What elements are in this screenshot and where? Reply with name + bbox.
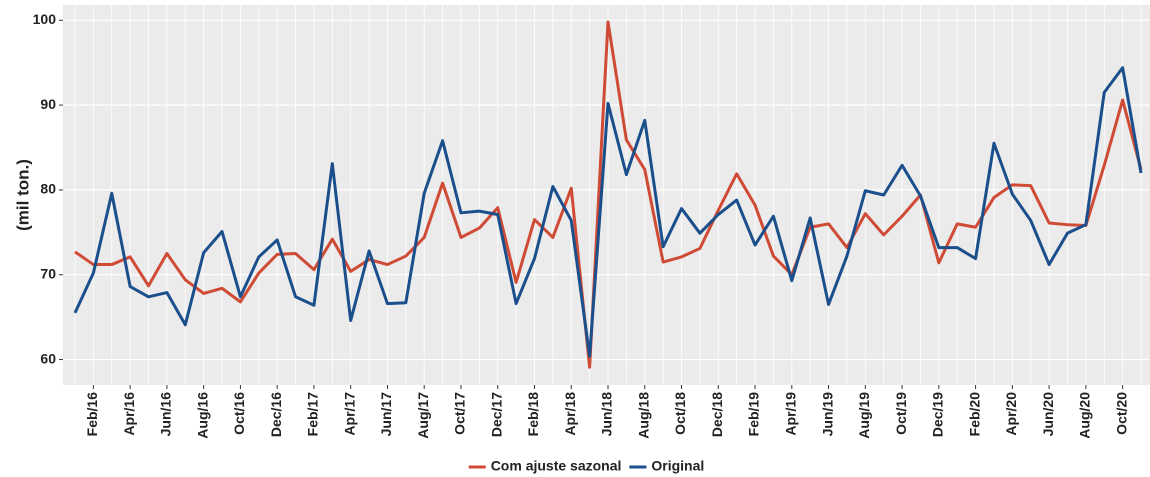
x-tick-label: Jun/17 xyxy=(378,392,394,437)
y-tick-label: 60 xyxy=(40,350,56,366)
x-tick-label: Apr/20 xyxy=(1003,392,1019,436)
x-tick-label: Feb/17 xyxy=(305,392,321,437)
x-tick-label: Aug/16 xyxy=(194,392,210,439)
legend-label: Com ajuste sazonal xyxy=(491,458,622,474)
x-tick-label: Oct/16 xyxy=(231,392,247,435)
y-tick-label: 90 xyxy=(40,96,56,112)
x-tick-label: Feb/20 xyxy=(966,392,982,437)
y-tick-label: 100 xyxy=(33,11,57,27)
x-tick-label: Jun/16 xyxy=(158,392,174,437)
series-line xyxy=(73,66,1143,358)
x-tick-label: Jun/20 xyxy=(1040,392,1056,437)
x-tick-label: Apr/19 xyxy=(782,392,798,436)
x-tick-label: Aug/18 xyxy=(635,392,651,439)
y-tick-label: 70 xyxy=(40,265,56,281)
x-tick-label: Dec/19 xyxy=(930,392,946,437)
series-line xyxy=(74,20,1143,369)
x-tick-label: Oct/20 xyxy=(1113,392,1129,435)
x-tick-label: Apr/16 xyxy=(121,392,137,436)
y-axis-title: (mil ton.) xyxy=(13,159,32,231)
x-tick-label: Feb/19 xyxy=(746,392,762,437)
x-tick-label: Feb/16 xyxy=(84,392,100,437)
x-tick-label: Aug/19 xyxy=(856,392,872,439)
x-tick-label: Aug/20 xyxy=(1077,392,1093,439)
y-tick-label: 80 xyxy=(40,181,56,197)
x-tick-label: Feb/18 xyxy=(525,392,541,437)
x-tick-label: Apr/17 xyxy=(341,392,357,436)
x-tick-label: Oct/17 xyxy=(452,392,468,435)
x-tick-label: Jun/19 xyxy=(819,392,835,437)
x-tick-label: Oct/18 xyxy=(672,392,688,435)
x-tick-label: Oct/19 xyxy=(893,392,909,435)
x-tick-label: Dec/16 xyxy=(268,392,284,437)
x-tick-label: Aug/17 xyxy=(415,392,431,439)
legend-label: Original xyxy=(651,458,704,474)
x-tick-label: Apr/18 xyxy=(562,392,578,436)
x-tick-label: Dec/17 xyxy=(488,392,504,437)
x-tick-label: Jun/18 xyxy=(599,392,615,437)
x-tick-label: Dec/18 xyxy=(709,392,725,437)
